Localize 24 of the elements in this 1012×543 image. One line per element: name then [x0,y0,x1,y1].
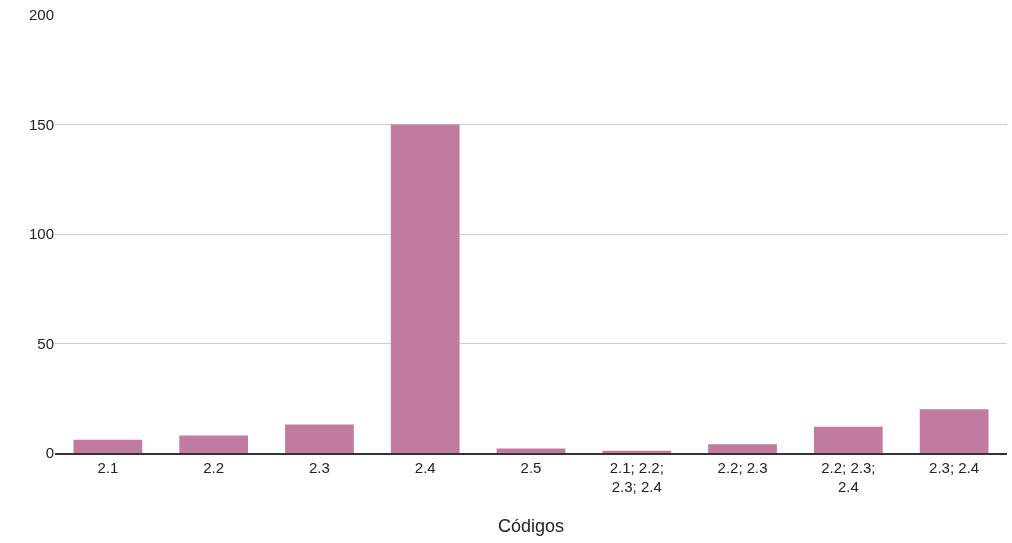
x-axis-title: Códigos [497,515,565,536]
x-tick-label: 2.5 [520,458,542,476]
bar [602,450,672,453]
y-tick-label: 50 [37,334,54,352]
bar [73,439,143,453]
bar [390,124,460,453]
x-tick-label: 2.1 [97,458,119,476]
x-tick-label: 2.4 [414,458,436,476]
x-tick-label: 2.2; 2.3; 2.4 [821,458,876,496]
y-tick-label: 0 [45,444,54,462]
x-tick-label: 2.2; 2.3 [717,458,768,476]
bar [285,424,354,453]
bar [813,426,883,453]
x-tick-label: 2.3; 2.4 [929,458,980,476]
x-tick-label: 2.1; 2.2; 2.3; 2.4 [609,458,664,496]
bar [496,448,566,453]
bar [708,444,777,453]
x-tick-label: 2.2 [203,458,225,476]
y-tick-label: 150 [28,115,54,133]
y-tick-label: 200 [28,6,54,24]
bar [919,409,989,453]
y-tick-label: 100 [28,225,54,243]
bar [179,435,249,453]
x-tick-label: 2.3 [309,458,330,476]
